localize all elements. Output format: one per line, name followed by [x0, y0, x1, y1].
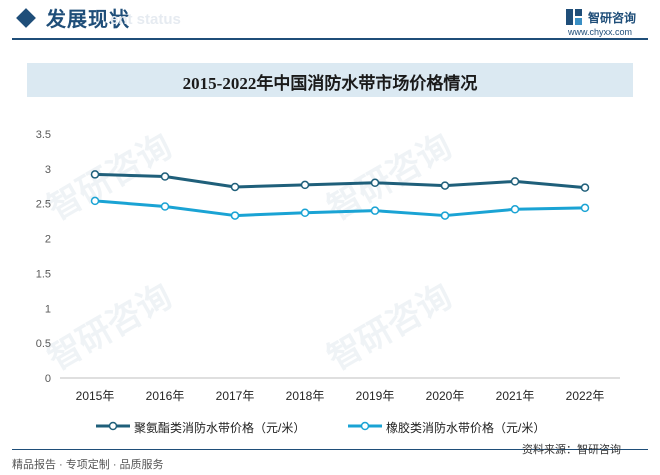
y-tick-label: 3 — [45, 164, 51, 176]
data-point — [510, 205, 520, 214]
data-point — [160, 202, 170, 211]
y-tick-label: 0.5 — [36, 338, 51, 350]
data-point — [580, 183, 590, 192]
x-tick-label: 2022年 — [566, 389, 605, 403]
data-point — [440, 181, 450, 190]
chart-title: 2015-2022年中国消防水带市场价格情况 — [182, 74, 478, 93]
data-point — [510, 177, 520, 186]
legend-swatch-icon — [96, 421, 130, 431]
header-divider — [12, 38, 648, 40]
page-header: 发展现状 ent status 智研咨询 www.chyxx.com — [0, 0, 660, 46]
y-tick-label: 1 — [45, 303, 51, 315]
data-point — [230, 211, 240, 220]
x-tick-label: 2020年 — [426, 389, 465, 403]
brand-logo-icon — [566, 9, 582, 25]
series-line-2 — [94, 199, 586, 218]
x-tick-label: 2016年 — [146, 389, 185, 403]
data-point — [370, 178, 380, 188]
chart-title-bar: 2015-2022年中国消防水带市场价格情况 — [27, 63, 633, 97]
data-point — [580, 203, 590, 213]
data-point — [440, 211, 450, 220]
x-tick-label: 2017年 — [216, 389, 255, 403]
y-tick-label: 1.5 — [36, 268, 51, 280]
brand-url: www.chyxx.com — [568, 27, 633, 37]
data-point — [160, 172, 170, 181]
section-subtitle: ent status — [110, 11, 181, 28]
section-title: 发展现状 — [46, 9, 130, 31]
data-point — [90, 170, 100, 179]
legend-swatch-icon — [348, 421, 382, 431]
x-tick-label: 2015年 — [76, 389, 115, 403]
brand-name: 智研咨询 — [588, 11, 637, 25]
data-point — [300, 208, 310, 218]
data-point — [90, 196, 100, 206]
legend-label: 橡胶类消防水带价格（元/米） — [386, 421, 546, 435]
footer-tagline: 精品报告 · 专项定制 · 品质服务 — [12, 459, 164, 471]
y-tick-label: 3.5 — [36, 129, 51, 141]
data-point — [370, 206, 380, 215]
footer-divider — [12, 449, 648, 450]
x-tick-label: 2018年 — [286, 389, 325, 403]
legend-label: 聚氨酯类消防水带价格（元/米） — [134, 421, 306, 435]
x-tick-label: 2019年 — [356, 389, 395, 403]
y-tick-label: 0 — [45, 373, 51, 385]
series-line-1 — [94, 172, 586, 190]
y-tick-label: 2 — [45, 234, 51, 246]
x-tick-label: 2021年 — [496, 389, 535, 403]
y-tick-label: 2.5 — [36, 199, 51, 211]
data-point — [230, 182, 240, 192]
data-point — [300, 180, 310, 190]
data-source: 资料来源：智研咨询 — [522, 444, 621, 456]
